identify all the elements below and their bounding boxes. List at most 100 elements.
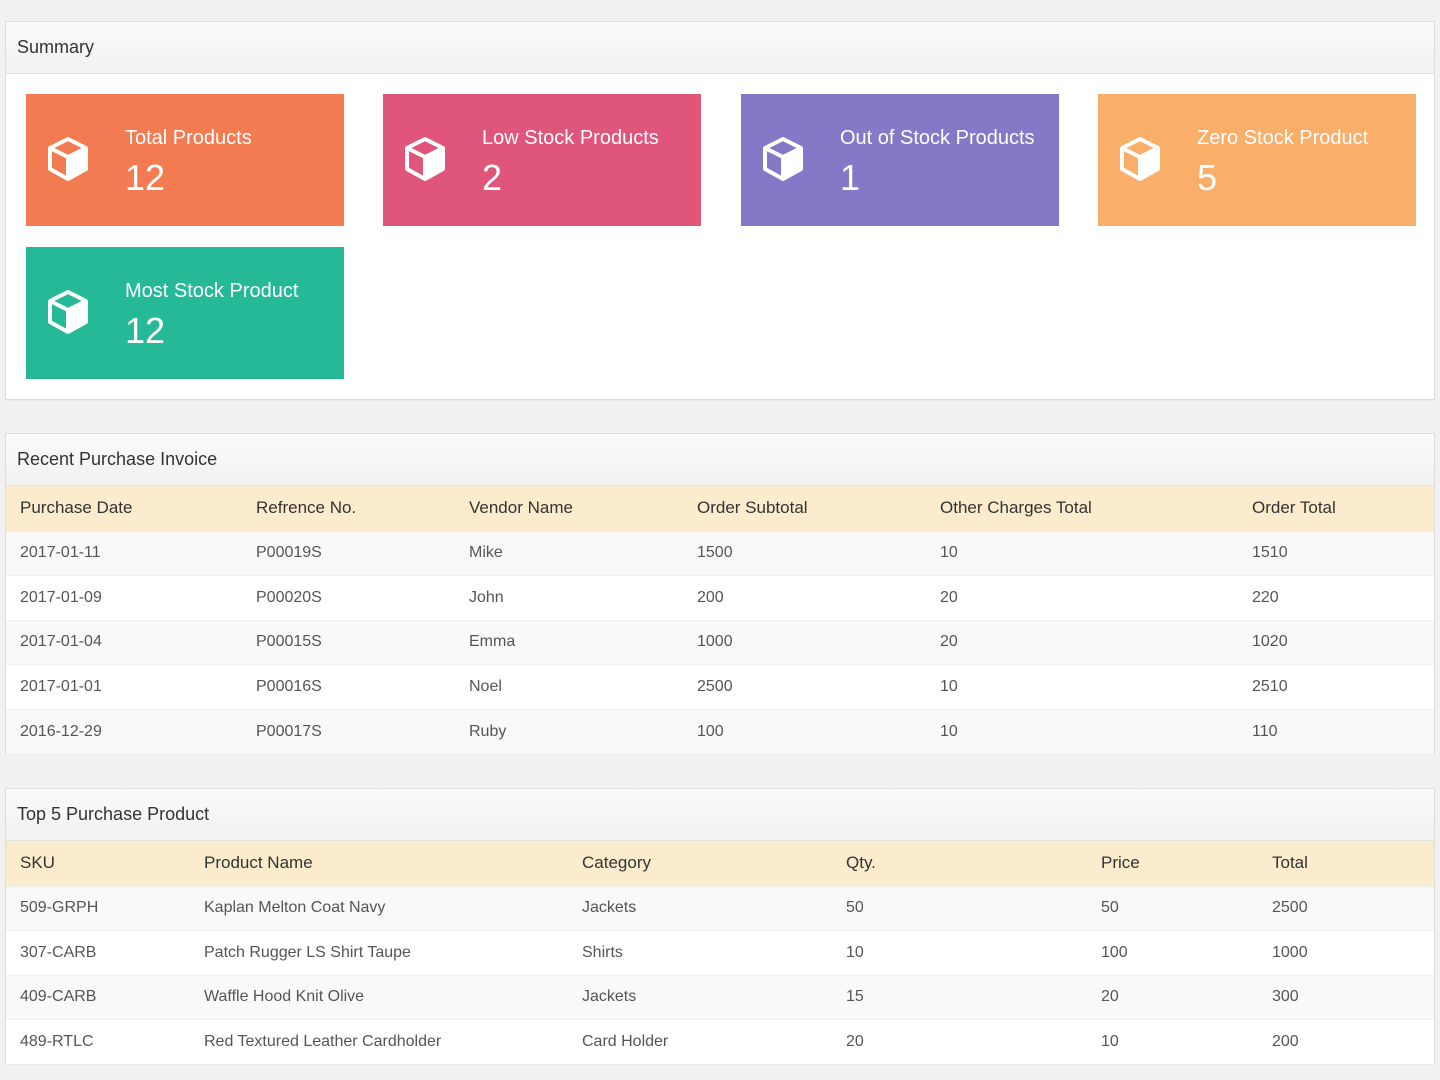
column-header[interactable]: Vendor Name bbox=[469, 498, 573, 518]
table-cell: Shirts bbox=[568, 930, 832, 975]
column-header[interactable]: Total bbox=[1272, 853, 1308, 873]
table-cell: 2500 bbox=[1258, 885, 1434, 931]
card-value: 5 bbox=[1197, 157, 1218, 198]
table-row[interactable]: 2017-01-04 P00015S Emma 1000 20 1020 bbox=[6, 619, 1434, 665]
table-cell: 1000 bbox=[683, 619, 926, 665]
column-header[interactable]: Refrence No. bbox=[256, 498, 357, 518]
table-cell: 10 bbox=[1087, 1019, 1258, 1064]
table-cell: Mike bbox=[455, 530, 683, 576]
card-total-products[interactable]: Total Products 12 bbox=[26, 94, 344, 226]
table-cell: Waffle Hood Knit Olive bbox=[190, 974, 568, 1020]
table-cell: 300 bbox=[1258, 974, 1434, 1020]
table-row[interactable]: 489-RTLC Red Textured Leather Cardholder… bbox=[6, 1019, 1434, 1064]
column-header[interactable]: Purchase Date bbox=[20, 498, 133, 518]
table-cell: 2017-01-01 bbox=[6, 664, 242, 709]
invoice-title: Recent Purchase Invoice bbox=[6, 434, 1434, 486]
table-cell: 20 bbox=[832, 1019, 1087, 1064]
card-value: 12 bbox=[125, 310, 166, 351]
table-cell: P00019S bbox=[242, 530, 455, 576]
table-cell: 509-GRPH bbox=[6, 885, 190, 931]
invoice-table: Purchase Date Refrence No. Vendor Name O… bbox=[6, 486, 1434, 754]
table-row[interactable]: 2017-01-01 P00016S Noel 2500 10 2510 bbox=[6, 664, 1434, 709]
column-header[interactable]: Qty. bbox=[846, 853, 876, 873]
summary-panel: Summary Total Products 12 Low Stock Prod… bbox=[5, 21, 1435, 400]
table-cell: Jackets bbox=[568, 974, 832, 1020]
table-cell: 1000 bbox=[1258, 930, 1434, 975]
table-cell: 2017-01-09 bbox=[6, 575, 242, 620]
summary-title: Summary bbox=[6, 22, 1434, 74]
table-cell: 10 bbox=[926, 664, 1238, 709]
table-cell: 110 bbox=[1238, 708, 1434, 754]
card-zero-stock-product[interactable]: Zero Stock Product 5 bbox=[1098, 94, 1416, 226]
table-cell: 200 bbox=[683, 575, 926, 620]
table-row[interactable]: 2017-01-09 P00020S John 200 20 220 bbox=[6, 575, 1434, 620]
table-cell: P00017S bbox=[242, 708, 455, 754]
table-cell: Card Holder bbox=[568, 1019, 832, 1064]
box-icon bbox=[405, 137, 445, 181]
card-label: Total Products bbox=[125, 127, 252, 149]
card-value: 2 bbox=[482, 157, 503, 198]
recent-purchase-invoice-panel: Recent Purchase Invoice Purchase Date Re… bbox=[5, 433, 1435, 754]
card-out-of-stock-products[interactable]: Out of Stock Products 1 bbox=[741, 94, 1059, 226]
card-value: 12 bbox=[125, 157, 166, 198]
table-row[interactable]: 307-CARB Patch Rugger LS Shirt Taupe Shi… bbox=[6, 930, 1434, 975]
top5-title: Top 5 Purchase Product bbox=[6, 789, 1434, 841]
top-5-purchase-product-panel: Top 5 Purchase Product SKU Product Name … bbox=[5, 788, 1435, 1064]
table-cell: 100 bbox=[683, 708, 926, 754]
column-header[interactable]: SKU bbox=[20, 853, 55, 873]
table-cell: 2016-12-29 bbox=[6, 708, 242, 754]
column-header[interactable]: Order Total bbox=[1252, 498, 1336, 518]
table-header-row: Purchase Date Refrence No. Vendor Name O… bbox=[6, 486, 1434, 531]
column-header[interactable]: Price bbox=[1101, 853, 1140, 873]
table-cell: 307-CARB bbox=[6, 930, 190, 975]
card-low-stock-products[interactable]: Low Stock Products 2 bbox=[383, 94, 701, 226]
table-cell: 10 bbox=[926, 708, 1238, 754]
table-cell: Jackets bbox=[568, 885, 832, 931]
table-cell: 20 bbox=[1087, 974, 1258, 1020]
table-header-row: SKU Product Name Category Qty. Price Tot… bbox=[6, 841, 1434, 886]
table-cell: P00020S bbox=[242, 575, 455, 620]
box-icon bbox=[48, 290, 88, 334]
table-cell: Ruby bbox=[455, 708, 683, 754]
table-cell: 409-CARB bbox=[6, 974, 190, 1020]
column-header[interactable]: Product Name bbox=[204, 853, 313, 873]
table-cell: 10 bbox=[832, 930, 1087, 975]
table-cell: 1500 bbox=[683, 530, 926, 576]
table-row[interactable]: 509-GRPH Kaplan Melton Coat Navy Jackets… bbox=[6, 885, 1434, 931]
column-header[interactable]: Other Charges Total bbox=[940, 498, 1092, 518]
card-value: 1 bbox=[840, 157, 861, 198]
table-cell: 20 bbox=[926, 575, 1238, 620]
table-cell: 1510 bbox=[1238, 530, 1434, 576]
table-cell: 2017-01-04 bbox=[6, 619, 242, 665]
table-cell: 220 bbox=[1238, 575, 1434, 620]
box-icon bbox=[48, 137, 88, 181]
table-cell: P00015S bbox=[242, 619, 455, 665]
table-cell: 1020 bbox=[1238, 619, 1434, 665]
table-row[interactable]: 2017-01-11 P00019S Mike 1500 10 1510 bbox=[6, 530, 1434, 576]
table-cell: 100 bbox=[1087, 930, 1258, 975]
column-header[interactable]: Category bbox=[582, 853, 651, 873]
table-cell: 489-RTLC bbox=[6, 1019, 190, 1064]
box-icon bbox=[1120, 137, 1160, 181]
table-row[interactable]: 2016-12-29 P00017S Ruby 100 10 110 bbox=[6, 708, 1434, 754]
top5-table: SKU Product Name Category Qty. Price Tot… bbox=[6, 841, 1434, 1064]
table-cell: P00016S bbox=[242, 664, 455, 709]
card-label: Out of Stock Products bbox=[840, 127, 1035, 149]
table-cell: 2500 bbox=[683, 664, 926, 709]
table-cell: Kaplan Melton Coat Navy bbox=[190, 885, 568, 931]
card-most-stock-product[interactable]: Most Stock Product 12 bbox=[26, 247, 344, 379]
card-label: Most Stock Product bbox=[125, 280, 299, 302]
table-cell: 200 bbox=[1258, 1019, 1434, 1064]
table-cell: 20 bbox=[926, 619, 1238, 665]
table-cell: Red Textured Leather Cardholder bbox=[190, 1019, 568, 1064]
table-cell: 2510 bbox=[1238, 664, 1434, 709]
table-cell: 15 bbox=[832, 974, 1087, 1020]
table-cell: 50 bbox=[832, 885, 1087, 931]
table-row[interactable]: 409-CARB Waffle Hood Knit Olive Jackets … bbox=[6, 974, 1434, 1020]
table-cell: Noel bbox=[455, 664, 683, 709]
table-cell: 2017-01-11 bbox=[6, 530, 242, 576]
table-cell: John bbox=[455, 575, 683, 620]
column-header[interactable]: Order Subtotal bbox=[697, 498, 808, 518]
box-icon bbox=[763, 137, 803, 181]
table-cell: Emma bbox=[455, 619, 683, 665]
